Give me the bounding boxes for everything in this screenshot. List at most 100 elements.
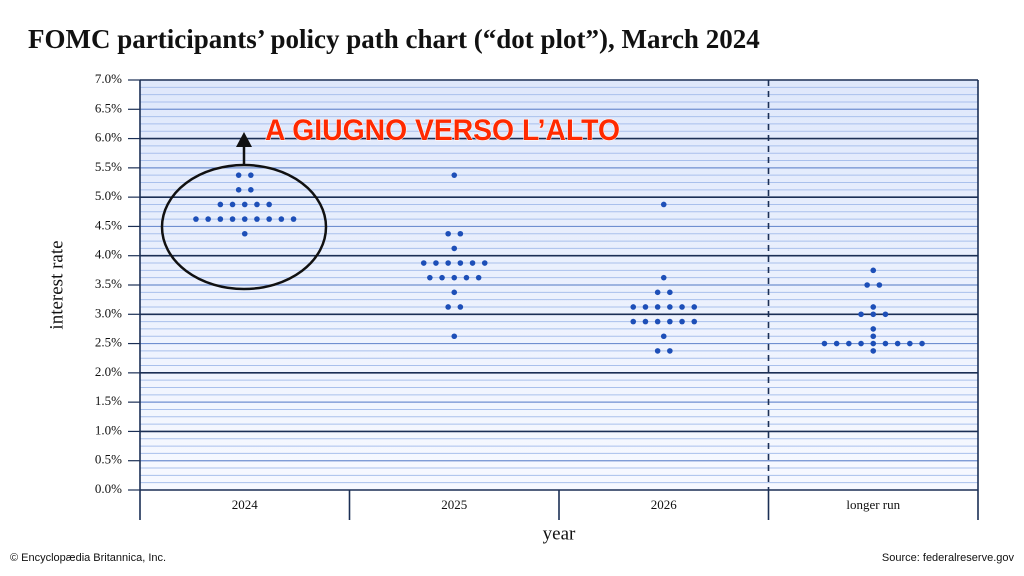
x-tick-label: 2025 [441,497,467,512]
dot [660,201,667,208]
dot [679,304,685,310]
y-tick-label: 5.5% [95,159,122,174]
dot [457,260,464,266]
y-tick-label: 6.0% [95,130,122,145]
y-tick-label: 4.0% [95,247,122,262]
y-tick-label: 4.5% [95,217,122,232]
dot [254,216,260,222]
y-tick-label: 0.0% [95,481,122,496]
dot [481,260,488,266]
dot [667,318,673,325]
dot [451,245,458,252]
dot [630,304,637,310]
dot [919,340,925,347]
dot [241,230,248,237]
dot [679,318,685,325]
y-tick-label: 3.5% [95,276,122,291]
dot [821,340,828,347]
dot [445,230,451,237]
dot [420,260,427,266]
dot [278,216,285,222]
dot [451,274,458,281]
dot [439,274,445,281]
dot [217,216,224,222]
dot [667,348,673,354]
dot [457,304,464,310]
dot [235,187,242,193]
dot [475,274,482,281]
dot [882,311,889,318]
y-tick-label: 5.0% [95,188,122,203]
dot [833,340,840,347]
dot [642,304,649,310]
dot [691,304,698,310]
source: Source: federalreserve.gov [882,552,1015,564]
y-tick-label: 2.5% [95,335,122,350]
dot [876,282,883,288]
dot [654,304,661,310]
dot [864,282,870,288]
dot [463,274,470,281]
y-tick-label: 1.5% [95,393,122,408]
dot [193,216,199,222]
dot [654,289,661,296]
dot [248,187,254,193]
dot [433,260,439,266]
dot [241,201,248,208]
dot [660,333,667,340]
dot [870,304,877,310]
dot [654,318,661,325]
y-tick-label: 3.0% [95,305,122,320]
dot [229,216,236,222]
dot [846,340,852,347]
dot [457,230,464,237]
dot [205,216,211,222]
dot [469,260,476,266]
dot [870,348,877,354]
dot [217,201,224,208]
dot [882,340,889,347]
dot [445,260,451,266]
grid [128,79,979,520]
dot [667,304,673,310]
dot [254,201,260,208]
y-tick-label: 6.5% [95,100,122,115]
x-tick-label: 2024 [232,497,259,512]
dots [193,172,925,354]
dot [858,311,864,318]
dot [870,311,877,318]
dot [451,289,458,296]
dot [266,216,272,222]
y-tick-label: 2.0% [95,364,122,379]
dot [907,340,913,347]
chart-title: FOMC participants’ policy path chart (“d… [28,24,760,54]
dot [642,318,649,325]
dot [229,201,236,208]
dot [894,340,901,347]
x-tick-label: longer run [846,497,900,512]
dot [451,333,458,340]
dot [858,340,864,347]
dot [290,216,297,222]
dot [660,274,667,281]
x-axis-label: year [543,523,576,544]
dot [870,267,877,274]
dot [630,318,637,325]
dot [870,340,877,347]
dot [427,274,433,281]
dot [235,172,242,178]
dot [870,326,877,332]
y-axis-label: interest rate [46,240,67,329]
dot [870,333,877,340]
dot [451,172,458,178]
dot [654,348,661,354]
annotation: A GIUGNO VERSO L’ALTO [265,114,620,147]
dot [667,289,673,296]
x-tick-label: 2026 [651,497,678,512]
arrow-head [236,132,252,147]
dot [445,304,451,310]
dot [691,318,698,325]
dot [241,216,248,222]
y-tick-label: 0.5% [95,452,122,467]
